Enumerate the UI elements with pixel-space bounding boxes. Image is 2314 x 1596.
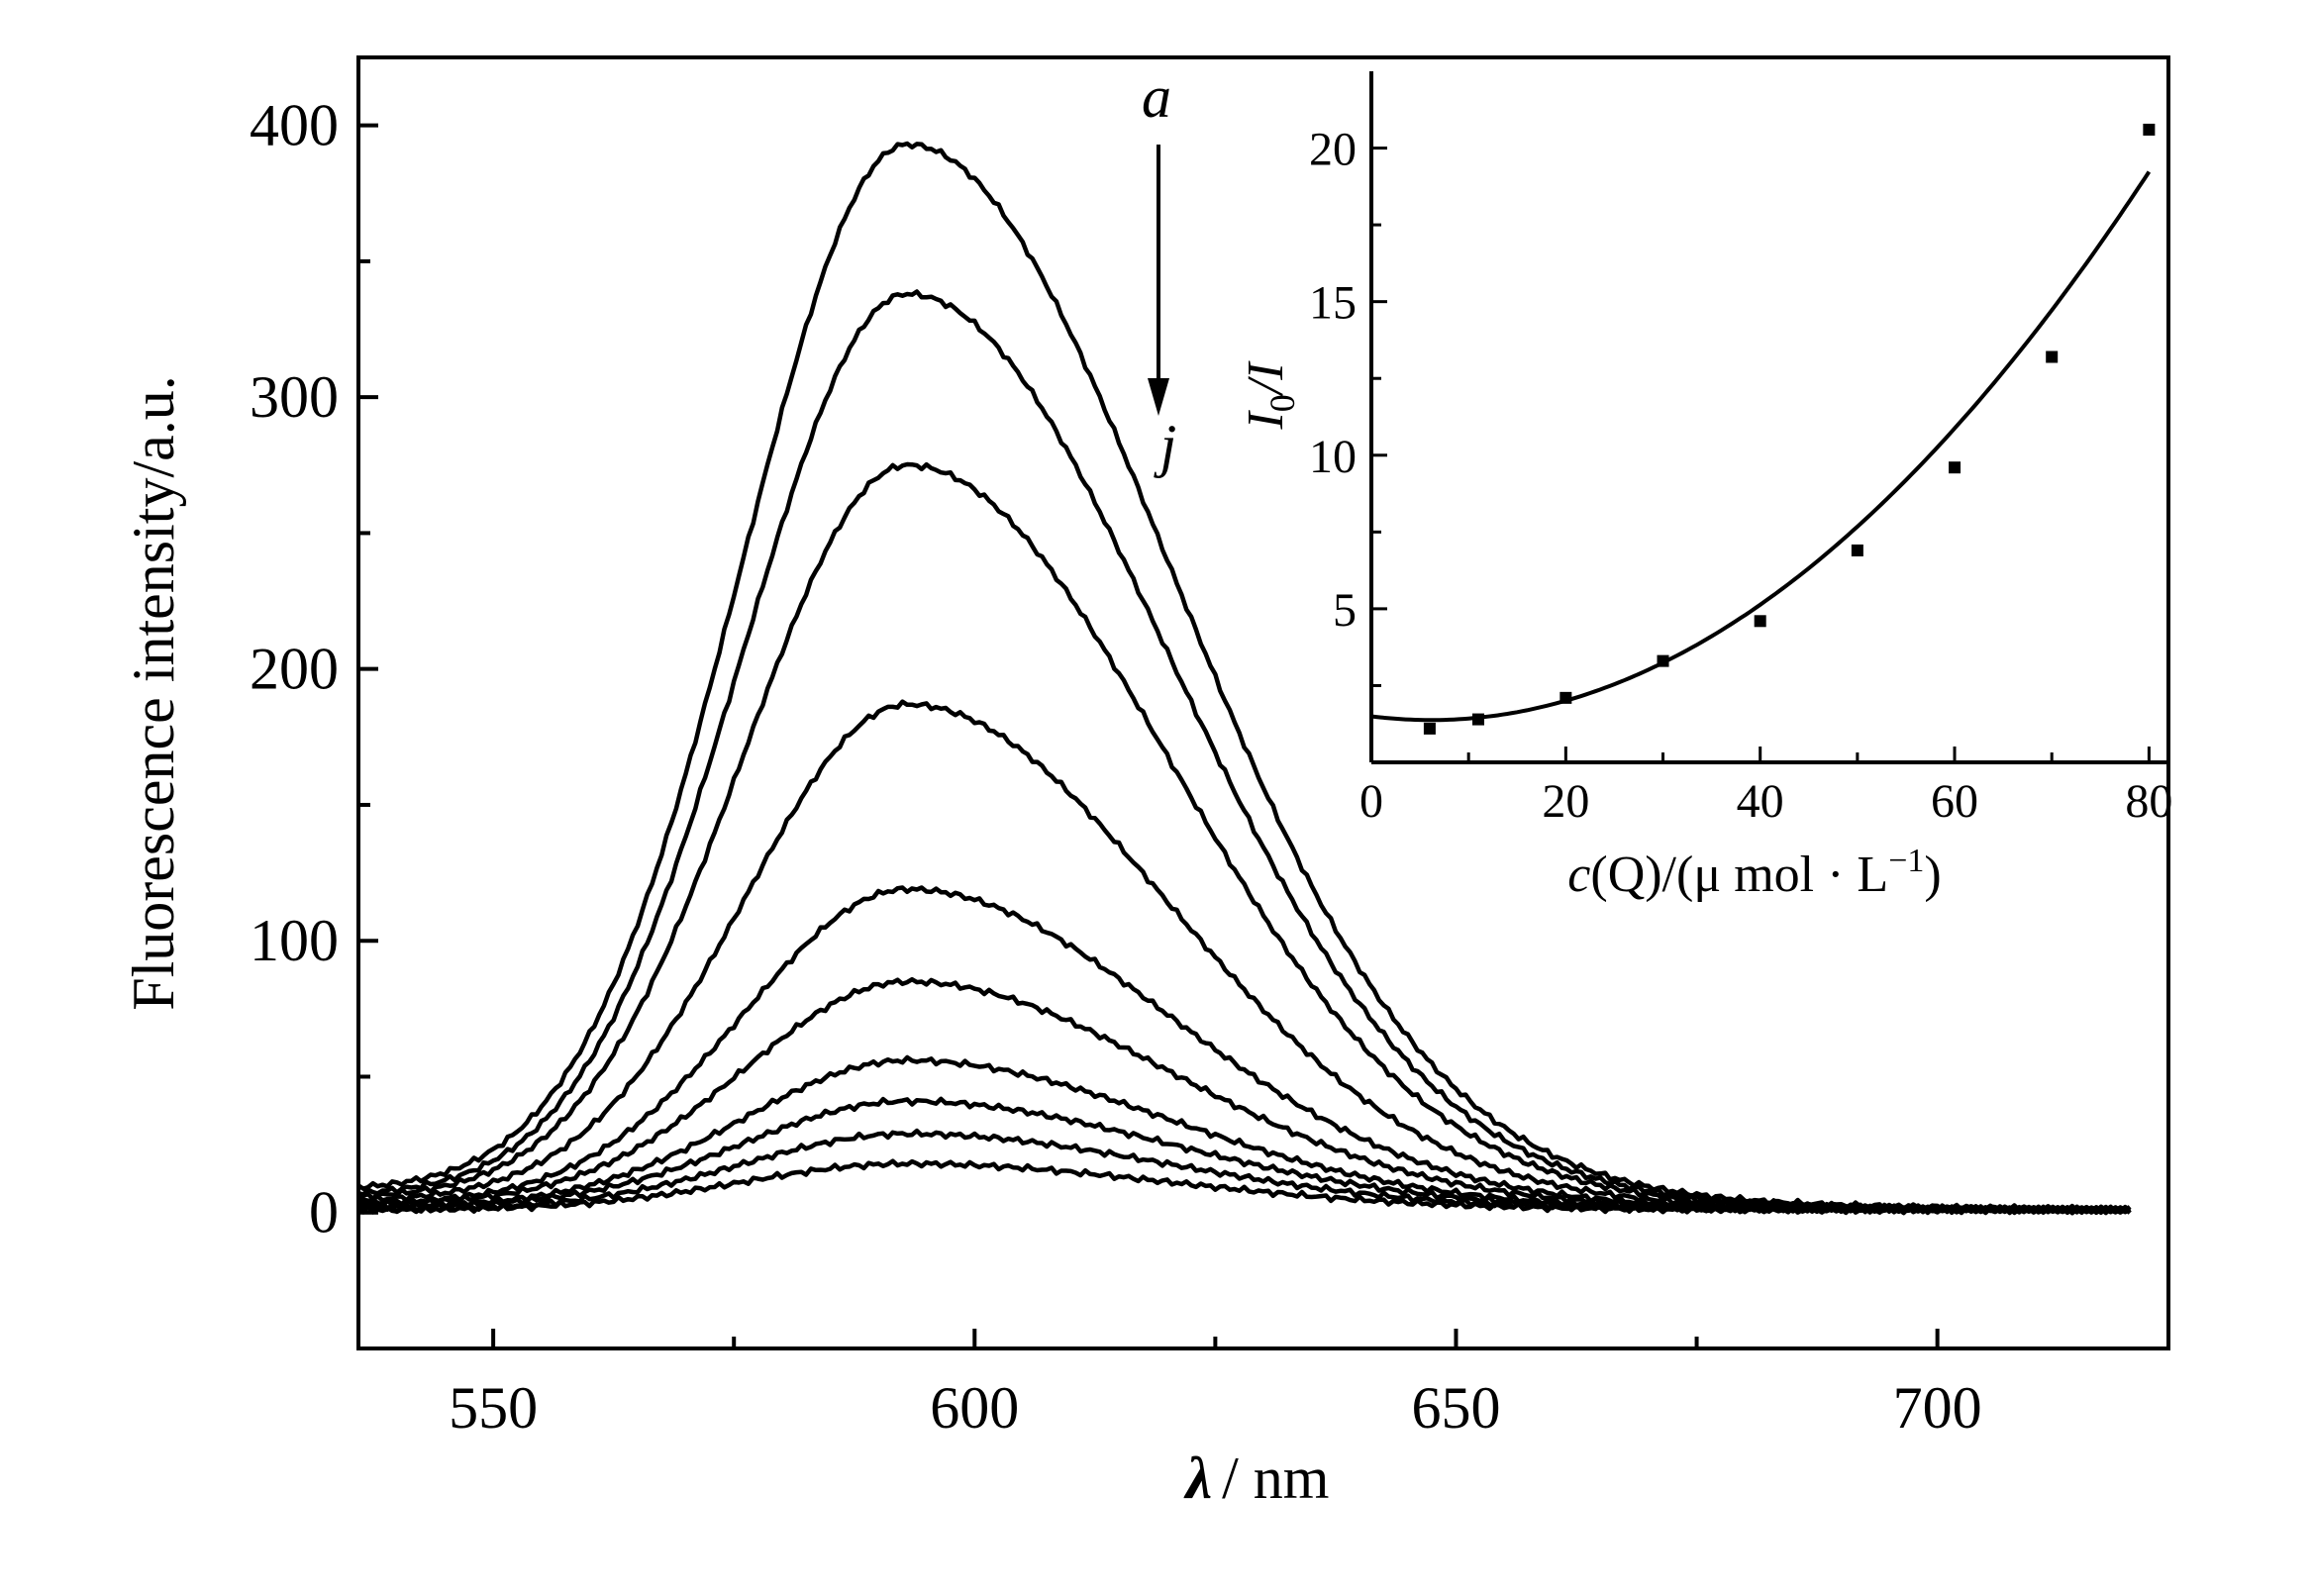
- inset-data-point: [1559, 691, 1572, 704]
- inset-plot: 0 20 40 60 80 5 10 15 20 c(Q)/(μ mol · L−1) I0/I: [1238, 71, 2172, 903]
- inset-data-point: [1657, 654, 1669, 667]
- inset-data-point: [2046, 350, 2059, 363]
- arrow-end-label: j: [1154, 413, 1177, 478]
- inset-x-axis-title: c(Q)/(μ mol · L−1): [1567, 843, 1941, 903]
- inset-fit-curve: [1370, 170, 2152, 723]
- arrow-start-label: a: [1142, 64, 1171, 130]
- inset-y-tick-label: 15: [1309, 277, 1357, 330]
- inset-y-tick-label: 20: [1309, 124, 1357, 176]
- inset-axis-ticks: 0 20 40 60 80 5 10 15 20: [1309, 124, 2172, 828]
- series-order-arrow: a j: [1142, 64, 1176, 478]
- main-plot-frame: [356, 55, 2170, 1350]
- inset-data-point: [1851, 544, 1863, 556]
- inset-x-tick-label: 40: [1737, 775, 1784, 828]
- inset-y-axis-title: I0/I: [1238, 360, 1302, 431]
- inset-data-points: [1423, 123, 2156, 735]
- main-y-tick-label: 400: [250, 93, 339, 158]
- inset-data-point: [1471, 713, 1484, 726]
- main-y-tick-label: 100: [250, 908, 339, 973]
- emission-curve-j: [356, 1158, 2132, 1216]
- inset-fit-line: [1370, 170, 2152, 723]
- main-x-tick-label: 700: [1893, 1375, 1982, 1441]
- inset-y-tick-label: 10: [1309, 431, 1357, 483]
- inset-x-tick-label: 20: [1542, 775, 1589, 828]
- inset-data-point: [1754, 615, 1766, 628]
- main-curves: [356, 141, 2132, 1216]
- main-y-tick-label: 200: [250, 637, 339, 702]
- inset-data-point: [1949, 461, 1962, 474]
- main-y-axis-title: Fluorescence intensity/a.u.: [121, 375, 186, 1010]
- emission-curve-a: [356, 141, 2132, 1216]
- main-x-tick-label: 550: [449, 1375, 538, 1441]
- main-x-axis-title: λ / nm: [1183, 1446, 1330, 1511]
- inset-data-point: [1423, 722, 1436, 735]
- inset-x-tick-label: 60: [1931, 775, 1978, 828]
- main-x-tick-label: 650: [1411, 1375, 1500, 1441]
- inset-x-tick-label: 80: [2125, 775, 2172, 828]
- inset-y-tick-label: 5: [1333, 584, 1357, 637]
- emission-curve-c: [357, 461, 2132, 1215]
- main-y-tick-label: 300: [250, 364, 339, 430]
- inset-x-tick-label: 0: [1359, 775, 1383, 828]
- main-x-tick-label: 600: [930, 1375, 1019, 1441]
- main-y-tick-label: 0: [309, 1180, 339, 1246]
- inset-data-point: [2143, 123, 2156, 136]
- arrow-head: [1148, 378, 1169, 416]
